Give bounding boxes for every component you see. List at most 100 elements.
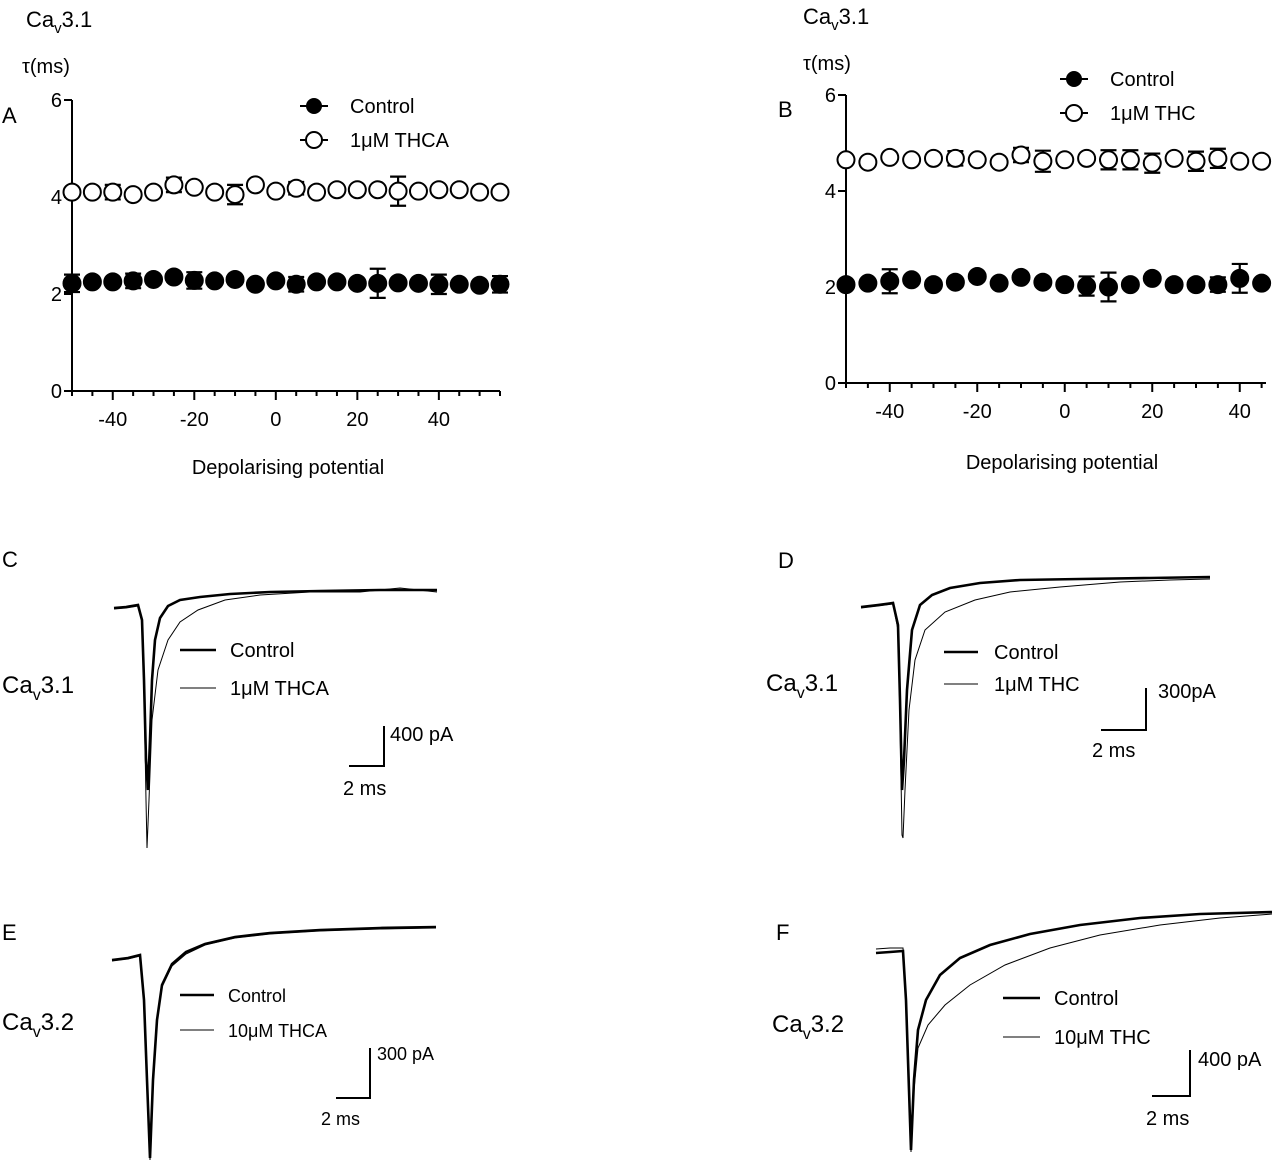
data-point [967,266,987,286]
legend-treatment-label: 1μM THC [994,674,1080,696]
data-point [184,270,204,290]
scale-bar-y-label: 400 pA [1198,1049,1262,1071]
data-point [1120,275,1140,295]
data-point [1099,277,1118,297]
data-point [144,182,164,202]
series-treatment [836,145,1272,174]
series-control [836,262,1272,303]
data-point [123,271,143,291]
trace-treatment [113,587,438,849]
panel-f: F Cav3.2 Control 10μM THC 400 pA 2 ms [772,910,1273,1153]
legend-treatment-label: 1μM THC [1110,103,1196,125]
trace-treatment [111,927,437,1161]
panel-a-plot: 0 2 4 6 -40 -20 0 20 40 [51,90,510,431]
data-point [924,148,943,168]
panel-b-letter: B [778,97,793,122]
panel-b-xlabel: Depolarising potential [966,452,1158,474]
legend-control-label: Control [230,640,294,662]
scale-bar [349,726,385,767]
data-point [408,273,428,293]
data-point [266,271,286,291]
x-tick-label: -40 [98,409,127,431]
data-point [1077,148,1097,168]
data-point [245,274,265,294]
data-point [307,272,327,292]
data-point [880,147,900,167]
panel-c-legend: Control 1μM THCA [180,640,330,700]
legend-control-label: Control [994,642,1058,664]
x-tick-label: 40 [428,409,450,431]
data-point [470,182,490,202]
data-point [62,273,82,293]
x-tick-label: 20 [346,409,368,431]
data-point [858,152,878,172]
data-point [989,273,1009,293]
data-point [1252,273,1272,293]
data-point [368,273,388,293]
trace-control [111,925,437,1159]
data-point [429,274,449,294]
data-point [368,180,388,200]
y-tick-label: 0 [51,381,62,403]
y-tick-label: 6 [825,85,836,107]
trace-treatment [875,913,1273,1153]
panel-e-channel: Cav3.2 [2,1009,74,1041]
data-point [490,274,510,294]
data-point [1208,148,1228,168]
data-point [205,271,225,291]
data-point [902,150,922,170]
scale-bar [336,1048,371,1099]
y-tick-label: 4 [825,181,836,203]
scale-bar-y-label: 300pA [1158,681,1216,703]
data-point [164,175,184,195]
panel-f-letter: F [776,920,789,945]
data-point [347,273,367,293]
data-point [1011,145,1031,165]
panel-d-legend: Control 1μM THC [944,642,1080,696]
data-point [1208,275,1228,295]
y-tick-label: 2 [825,277,836,299]
y-tick-label: 4 [51,187,62,209]
data-point [144,269,164,289]
data-point [1142,153,1162,173]
scale-bar-x-label: 2 ms [1092,740,1135,762]
data-point [62,182,82,202]
data-point [449,274,469,294]
data-point [286,178,306,198]
panel-b: Cav3.1 τ(ms) B 0 2 4 6 -40 -20 0 20 40 Depolaris… [778,4,1272,474]
data-point [1077,276,1097,296]
legend-control-marker [300,98,328,114]
data-point [989,152,1009,172]
data-point [307,182,327,202]
data-point [880,271,900,291]
data-point [1120,150,1140,170]
scale-bar-x-label: 2 ms [321,1109,360,1129]
data-point [429,180,449,200]
scale-bar [1152,1050,1191,1097]
data-point [266,181,286,201]
data-point [1033,151,1053,171]
series-control [62,267,510,299]
data-point [836,150,856,170]
panel-e: E Cav3.2 Control 10μM THCA 300 pA 2 ms [2,920,437,1161]
x-tick-label: 0 [1059,401,1070,423]
data-point [225,185,245,205]
legend-control-label: Control [350,96,414,118]
data-point [82,182,102,202]
panel-a-letter: A [2,103,17,128]
data-point [82,272,102,292]
legend-treatment-marker [1060,104,1088,122]
panel-d-letter: D [778,548,794,573]
legend-control-label: Control [1054,988,1118,1010]
data-point [1142,268,1162,288]
data-point [225,269,245,289]
y-tick-label: 0 [825,373,836,395]
x-tick-label: 20 [1141,401,1163,423]
data-point [103,182,123,202]
data-point [327,180,347,200]
data-point [1055,150,1075,170]
data-point [945,272,965,292]
trace-control [860,575,1211,791]
data-point [924,275,943,295]
data-point [945,148,965,168]
